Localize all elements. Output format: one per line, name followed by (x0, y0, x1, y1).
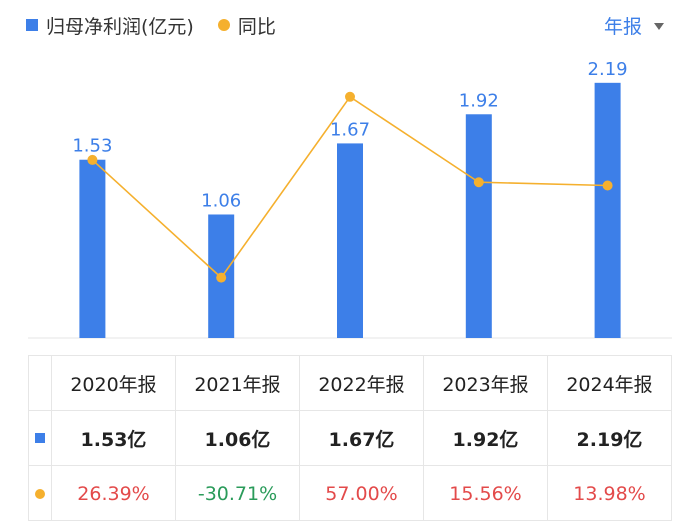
caret-down-icon (654, 22, 664, 30)
yoy-cell: 57.00% (299, 466, 423, 521)
profit-cell: 2.19亿 (547, 411, 671, 465)
profit-cell: 1.67亿 (299, 411, 423, 465)
yoy-cell: 26.39% (51, 466, 175, 521)
bar-marker-icon (35, 433, 45, 443)
legend-line-label: 同比 (237, 15, 276, 38)
chart-legend: 归母净利润(亿元) 同比 (26, 10, 276, 40)
yoy-point-2023年报 (473, 177, 484, 188)
table-header-cell: 2022年报 (299, 356, 423, 410)
bar-2022年报 (337, 143, 363, 338)
period-selector-label: 年报 (603, 15, 642, 38)
yoy-cell: -30.71% (175, 466, 299, 521)
yoy-cell: 15.56% (423, 466, 547, 521)
table-header-cell: 2020年报 (51, 356, 175, 410)
profit-cell: 1.53亿 (51, 411, 175, 465)
bar-value-label: 1.67 (330, 119, 370, 140)
dot-marker-icon (35, 488, 45, 499)
profit-cell: 1.92亿 (423, 411, 547, 465)
legend-line-swatch (217, 19, 230, 31)
legend-bar-swatch (26, 19, 38, 31)
data-table: 2020年报 2021年报 2022年报 2023年报 2024年报 1.53亿… (28, 355, 672, 521)
table-row-profit: 1.53亿 1.06亿 1.67亿 1.92亿 2.19亿 (29, 411, 671, 466)
table-header-cell: 2023年报 (423, 356, 547, 410)
profit-cell: 1.06亿 (175, 411, 299, 465)
table-header-cell: 2024年报 (547, 356, 671, 410)
table-corner-cell (29, 356, 51, 410)
table-header-row: 2020年报 2021年报 2022年报 2023年报 2024年报 (29, 356, 671, 411)
bar-line-chart: 1.53 1.06 1.67 1.92 2.19 (28, 59, 672, 339)
bar-value-label: 2.19 (588, 59, 628, 80)
yoy-point-2022年报 (345, 91, 355, 102)
yoy-point-2020年报 (87, 154, 98, 165)
bar-value-label: 1.53 (72, 136, 112, 157)
yoy-point-2024年报 (602, 180, 613, 191)
yoy-point-2021年报 (216, 272, 227, 283)
table-row-yoy: 26.39% -30.71% 57.00% 15.56% 13.98% (29, 466, 671, 521)
yoy-cell: 13.98% (547, 466, 671, 521)
legend-bar-label: 归母净利润(亿元) (46, 15, 194, 38)
bar-2023年报 (465, 114, 492, 338)
bar-value-label: 1.92 (459, 90, 499, 111)
bar-2020年报 (79, 159, 106, 338)
bar-value-label: 1.06 (201, 190, 241, 211)
period-selector[interactable]: 年报 (604, 10, 664, 40)
yoy-row-marker (29, 466, 51, 521)
bar-2024年报 (594, 82, 621, 339)
profit-row-marker (29, 411, 51, 465)
table-header-cell: 2021年报 (175, 356, 299, 410)
